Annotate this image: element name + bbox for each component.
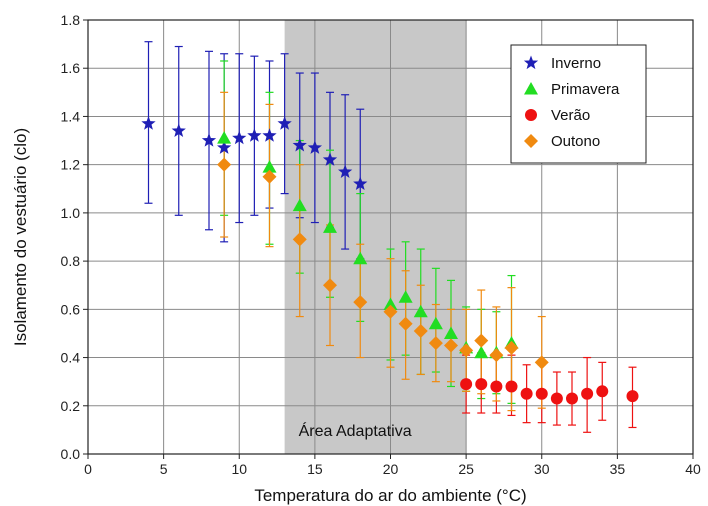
- data-point-verão: [490, 380, 503, 393]
- x-tick-label: 0: [84, 461, 92, 477]
- x-tick-label: 20: [383, 461, 399, 477]
- data-point-outono: [262, 169, 277, 184]
- data-point-outono: [459, 343, 474, 358]
- data-point-inverno: [322, 152, 338, 166]
- y-tick-label: 0.6: [61, 301, 81, 317]
- data-point-inverno: [216, 140, 232, 154]
- data-point-outono: [383, 304, 398, 319]
- y-tick-label: 1.6: [61, 60, 81, 76]
- data-point-primavera: [413, 304, 428, 318]
- data-point-outono: [444, 338, 458, 353]
- legend-marker-outono: [524, 134, 538, 148]
- legend: Inverno Primavera Verão Outono: [510, 44, 647, 164]
- data-point-outono: [428, 336, 443, 351]
- y-tick-label: 1.8: [61, 12, 81, 28]
- x-axis-title: Temperatura do ar do ambiente (°C): [254, 486, 526, 505]
- data-point-inverno: [247, 128, 262, 142]
- data-point-outono: [353, 295, 368, 310]
- data-point-inverno: [307, 140, 323, 154]
- data-point-outono: [398, 316, 413, 331]
- legend-marker-inverno: [523, 55, 539, 70]
- data-point-verão: [596, 385, 609, 398]
- y-tick-label: 0.8: [61, 253, 81, 269]
- y-tick-label: 0.0: [61, 446, 81, 462]
- data-point-verão: [460, 378, 473, 391]
- data-point-inverno: [277, 116, 292, 130]
- x-tick-label: 10: [231, 461, 247, 477]
- data-point-outono: [292, 232, 307, 247]
- x-tick-label: 40: [685, 461, 701, 477]
- x-tick-label: 5: [160, 461, 168, 477]
- data-point-verão: [550, 392, 563, 405]
- data-point-outono: [534, 355, 549, 370]
- data-point-verão: [566, 392, 578, 405]
- data-point-inverno: [171, 123, 186, 137]
- data-point-primavera: [398, 290, 413, 303]
- data-point-primavera: [262, 160, 277, 173]
- data-point-inverno: [232, 130, 247, 145]
- data-point-outono: [323, 278, 337, 293]
- legend-marker-primavera: [524, 82, 538, 95]
- y-tick-label: 1.0: [61, 205, 81, 221]
- legend-marker-verão: [525, 109, 537, 121]
- y-tick-label: 1.2: [61, 157, 81, 173]
- data-point-inverno: [201, 133, 217, 147]
- data-point-primavera: [292, 198, 307, 212]
- data-point-primavera: [428, 316, 443, 330]
- data-point-verão: [626, 390, 639, 403]
- data-point-primavera: [444, 326, 458, 339]
- x-tick-label: 25: [458, 461, 474, 477]
- marker-layer: [141, 116, 639, 405]
- data-point-inverno: [337, 164, 353, 178]
- data-point-outono: [217, 157, 232, 172]
- legend-label-verão: Verão: [551, 107, 590, 124]
- y-axis-title: Isolamento do vestuário (clo): [11, 128, 30, 346]
- data-point-outono: [413, 324, 428, 339]
- data-point-primavera: [383, 297, 398, 311]
- shaded-region-layer: [284, 20, 467, 454]
- data-point-inverno: [141, 116, 156, 130]
- data-point-outono: [489, 348, 504, 363]
- x-tick-label: 15: [307, 461, 323, 477]
- data-point-primavera: [323, 220, 337, 233]
- x-tick-label: 35: [610, 461, 626, 477]
- data-point-inverno: [262, 128, 277, 142]
- legend-label-primavera: Primavera: [551, 81, 620, 98]
- data-point-outono: [474, 333, 489, 348]
- x-tick-label: 30: [534, 461, 550, 477]
- adaptive-area-rect: [284, 20, 467, 454]
- data-point-verão: [475, 378, 488, 391]
- data-point-primavera: [353, 251, 368, 265]
- y-tick-label: 1.4: [61, 108, 81, 124]
- data-point-verão: [520, 387, 533, 400]
- data-point-inverno: [292, 137, 307, 152]
- y-tick-label: 0.4: [61, 350, 81, 366]
- data-point-outono: [504, 340, 519, 355]
- data-point-verão: [505, 380, 518, 393]
- adaptive-area-label: Área Adaptativa: [299, 421, 412, 440]
- axis-layer: 0 5 10 15 20 25 30 35 40 0.0 0.2 0.4 0.6 0.8 1.0 1.2 1.4…: [61, 12, 701, 477]
- data-point-primavera: [474, 345, 489, 359]
- data-point-inverno: [353, 176, 368, 191]
- y-tick-label: 0.2: [61, 398, 81, 414]
- data-point-verão: [581, 387, 594, 400]
- data-point-verão: [535, 387, 548, 400]
- legend-label-outono: Outono: [551, 133, 600, 150]
- data-point-primavera: [217, 131, 232, 144]
- legend-label-inverno: Inverno: [551, 55, 601, 72]
